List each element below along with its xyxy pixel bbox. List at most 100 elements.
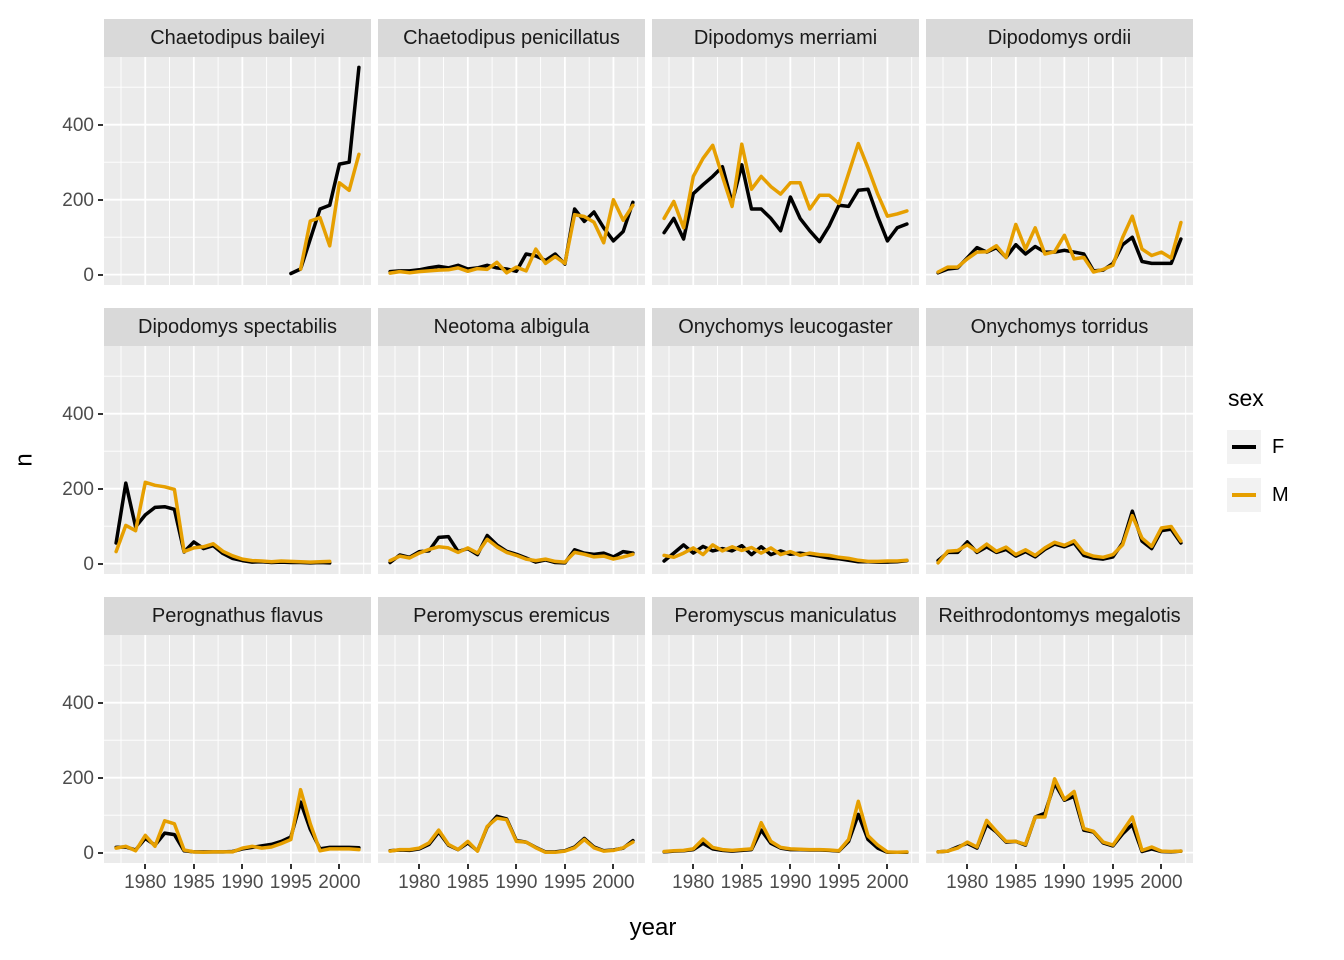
x-tick-label: 2000 [866, 872, 909, 893]
x-tick-mark [886, 864, 889, 869]
facet-strip: Perognathus flavus [104, 597, 371, 635]
facet-strip: Onychomys leucogaster [652, 308, 919, 346]
x-axis-title: year [629, 914, 677, 941]
x-tick-mark [612, 864, 615, 869]
x-tick-mark [789, 864, 792, 869]
panel-background [926, 57, 1193, 285]
facet-panel-onychomys-torridus [926, 346, 1193, 574]
x-tick-mark [289, 864, 292, 869]
facet-strip-title: Dipodomys spectabilis [138, 315, 337, 338]
facet-strip-title: Peromyscus eremicus [413, 604, 610, 627]
panel-background [104, 635, 371, 863]
y-tick-label: 0 [83, 553, 94, 575]
y-tick-mark [98, 198, 103, 201]
x-tick-mark [1014, 864, 1017, 869]
facet-panel-dipodomys-spectabilis [104, 346, 371, 574]
facet-strip-title: Neotoma albigula [433, 315, 590, 338]
facet-strip: Dipodomys merriami [652, 19, 919, 57]
facet-panel-onychomys-leucogaster [652, 346, 919, 574]
series-M-line [114, 480, 332, 564]
y-tick-mark [98, 487, 103, 490]
x-tick-mark [466, 864, 469, 869]
panel-background [104, 346, 371, 574]
facet-strip: Reithrodontomys megalotis [926, 597, 1193, 635]
facet-strip-title: Peromyscus maniculatus [674, 604, 897, 627]
facet-panel-chaetodipus-penicillatus [378, 57, 645, 285]
series-M-line [662, 799, 909, 855]
x-tick-label: 1980 [946, 872, 989, 893]
panel-background [652, 635, 919, 863]
x-tick-label: 2000 [1140, 872, 1183, 893]
facet-strip-title: Onychomys leucogaster [678, 315, 893, 338]
x-tick-label: 1980 [398, 872, 441, 893]
x-tick-label: 1985 [720, 872, 763, 893]
facet-panel-peromyscus-eremicus [378, 635, 645, 863]
facet-strip: Chaetodipus baileyi [104, 19, 371, 57]
legend-entry-f: F [1222, 430, 1342, 464]
x-tick-label: 1985 [994, 872, 1037, 893]
x-tick-label: 1990 [1043, 872, 1086, 893]
y-tick-label: 400 [62, 692, 94, 714]
series-M-line [298, 152, 361, 271]
x-tick-mark [1063, 864, 1066, 869]
facet-panel-peromyscus-maniculatus [652, 635, 919, 863]
legend-label: M [1272, 483, 1289, 506]
x-tick-label: 1985 [172, 872, 215, 893]
facet-strip: Peromyscus maniculatus [652, 597, 919, 635]
facet-strip-title: Dipodomys ordii [987, 26, 1132, 49]
x-tick-mark [837, 864, 840, 869]
x-tick-mark [563, 864, 566, 869]
facet-panel-dipodomys-merriami [652, 57, 919, 285]
x-tick-mark [241, 864, 244, 869]
panel-background [104, 57, 371, 285]
y-tick-mark [98, 412, 103, 415]
y-tick-mark [98, 851, 103, 854]
x-tick-label: 1995 [269, 872, 313, 893]
panel-background [378, 635, 645, 863]
x-tick-label: 1990 [221, 872, 264, 893]
series-F-line [662, 163, 909, 244]
series-M-line [936, 777, 1183, 854]
y-tick-mark [98, 123, 103, 126]
series-M-line [114, 787, 361, 855]
panel-background [652, 346, 919, 574]
y-tick-label: 0 [83, 264, 94, 286]
y-tick-mark [98, 562, 103, 565]
y-tick-label: 200 [62, 767, 94, 789]
legend-entry-m: M [1222, 478, 1342, 512]
x-tick-label: 1990 [495, 872, 538, 893]
x-tick-mark [1111, 864, 1114, 869]
x-tick-mark [1160, 864, 1163, 869]
facet-strip-title: Reithrodontomys megalotis [938, 604, 1181, 627]
panel-background [378, 57, 645, 285]
x-tick-label: 1995 [817, 872, 861, 893]
facet-panel-reithrodontomys-megalotis [926, 635, 1193, 863]
facet-strip-title: Chaetodipus baileyi [150, 26, 325, 49]
facet-strip-title: Chaetodipus penicillatus [403, 26, 620, 49]
y-tick-mark [98, 701, 103, 704]
panel-background [652, 57, 919, 285]
facet-strip: Dipodomys spectabilis [104, 308, 371, 346]
x-tick-label: 1990 [769, 872, 812, 893]
x-tick-label: 1980 [672, 872, 715, 893]
y-tick-label: 200 [62, 189, 94, 211]
x-tick-mark [338, 864, 341, 869]
x-tick-mark [740, 864, 743, 869]
x-tick-label: 2000 [318, 872, 361, 893]
facet-strip: Chaetodipus penicillatus [378, 19, 645, 57]
series-M-line [388, 197, 635, 275]
legend-key [1227, 478, 1261, 512]
facet-panel-neotoma-albigula [378, 346, 645, 574]
panel-background [378, 346, 645, 574]
y-axis-title: n [10, 453, 38, 467]
facet-strip-title: Onychomys torridus [970, 315, 1149, 338]
facet-panel-perognathus-flavus [104, 635, 371, 863]
x-tick-label: 1985 [446, 872, 489, 893]
facet-strip: Onychomys torridus [926, 308, 1193, 346]
legend-line-swatch [1232, 445, 1256, 449]
facet-strip-title: Perognathus flavus [151, 604, 324, 627]
facet-panel-chaetodipus-baileyi [104, 57, 371, 285]
x-tick-label: 1995 [543, 872, 587, 893]
